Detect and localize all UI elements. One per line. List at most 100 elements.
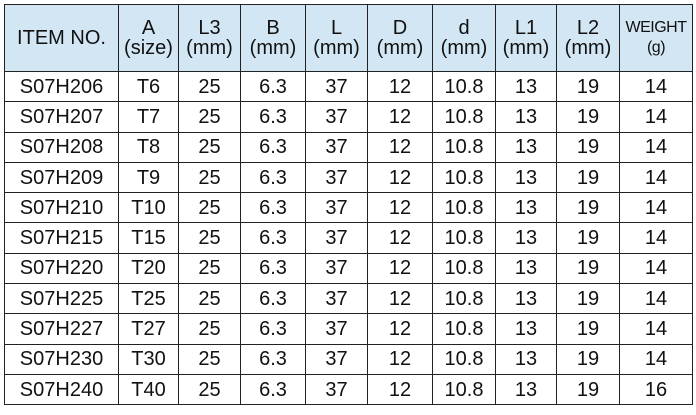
table-cell: 19 xyxy=(556,131,620,163)
table-cell: 25 xyxy=(178,70,241,103)
table-cell: T25 xyxy=(118,283,179,315)
table-cell: 6.3 xyxy=(240,70,306,103)
table-row: S07H225 T25 25 6.3 37 12 10.8 13 19 14 xyxy=(4,283,693,315)
table-cell: 25 xyxy=(178,192,241,224)
table-cell: 25 xyxy=(178,252,241,285)
table-cell: 13 xyxy=(495,70,557,103)
table-cell: 12 xyxy=(367,131,433,163)
header-text: (mm) xyxy=(502,37,550,59)
table-cell: 12 xyxy=(367,222,433,254)
table-cell: 10.8 xyxy=(432,252,496,285)
header-row: ITEM NO. A (size) L3 (mm) B (mm) L (mm) D (mm) d (mm… xyxy=(4,4,693,72)
header-text: ITEM NO. xyxy=(17,27,106,49)
header-text: L2 xyxy=(576,17,600,39)
table-cell: 13 xyxy=(495,101,557,133)
table-cell: 6.3 xyxy=(240,222,306,254)
table-cell: 10.8 xyxy=(432,192,496,224)
table-cell: 10.8 xyxy=(432,343,496,375)
table-cell: S07H206 xyxy=(4,70,119,103)
header-cell: D (mm) xyxy=(367,4,433,72)
table-cell: T8 xyxy=(118,131,179,163)
table-cell: 13 xyxy=(495,131,557,163)
table-cell: 13 xyxy=(495,313,557,345)
table-cell: 19 xyxy=(556,283,620,315)
table-cell: 37 xyxy=(305,373,368,406)
table-cell: 14 xyxy=(619,222,693,254)
header-text: B xyxy=(266,17,280,39)
table-cell: T7 xyxy=(118,101,179,133)
table-cell: T10 xyxy=(118,192,179,224)
header-text: D xyxy=(392,17,408,39)
table-cell: 25 xyxy=(178,101,241,133)
table-row: S07H215 T15 25 6.3 37 12 10.8 13 19 14 xyxy=(4,222,693,254)
header-text: A xyxy=(141,17,156,39)
table-cell: 19 xyxy=(556,101,620,133)
table-cell: 13 xyxy=(495,192,557,224)
table-cell: 37 xyxy=(305,252,368,285)
table-cell: 10.8 xyxy=(432,161,496,194)
table-row: S07H210 T10 25 6.3 37 12 10.8 13 19 14 xyxy=(4,192,693,224)
table-cell: 37 xyxy=(305,283,368,315)
header-cell: d (mm) xyxy=(432,4,496,72)
table-cell: 16 xyxy=(619,373,693,406)
table-cell: 19 xyxy=(556,313,620,345)
table-cell: 37 xyxy=(305,343,368,375)
header-cell: L3 (mm) xyxy=(178,4,241,72)
table-cell: 6.3 xyxy=(240,283,306,315)
table-cell: 14 xyxy=(619,252,693,285)
table-row: S07H230 T30 25 6.3 37 12 10.8 13 19 14 xyxy=(4,343,693,375)
table-cell: S07H207 xyxy=(4,101,119,133)
table-cell: 19 xyxy=(556,161,620,194)
table-cell: 19 xyxy=(556,343,620,375)
table-cell: 19 xyxy=(556,222,620,254)
table-cell: 25 xyxy=(178,283,241,315)
table-cell: 12 xyxy=(367,313,433,345)
table-cell: 6.3 xyxy=(240,101,306,133)
header-text: (mm) xyxy=(440,37,488,59)
table-cell: 14 xyxy=(619,192,693,224)
table-cell: 37 xyxy=(305,192,368,224)
table-cell: 10.8 xyxy=(432,283,496,315)
table-cell: S07H208 xyxy=(4,131,119,163)
table-cell: 12 xyxy=(367,343,433,375)
table-cell: 12 xyxy=(367,101,433,133)
table-cell: T15 xyxy=(118,222,179,254)
table-cell: 6.3 xyxy=(240,313,306,345)
table-cell: S07H210 xyxy=(4,192,119,224)
table-cell: T9 xyxy=(118,161,179,194)
header-text: (g) xyxy=(646,39,666,56)
header-cell: WEIGHT (g) xyxy=(619,4,693,72)
table-row: S07H206 T6 25 6.3 37 12 10.8 13 19 14 xyxy=(4,70,693,103)
table-row: S07H208 T8 25 6.3 37 12 10.8 13 19 14 xyxy=(4,131,693,163)
table-row: S07H220 T20 25 6.3 37 12 10.8 13 19 14 xyxy=(4,252,693,285)
table-cell: 25 xyxy=(178,131,241,163)
header-text: WEIGHT xyxy=(625,19,688,36)
table-cell: 37 xyxy=(305,161,368,194)
table-cell: 6.3 xyxy=(240,131,306,163)
table-cell: 14 xyxy=(619,161,693,194)
table-cell: 25 xyxy=(178,343,241,375)
table-cell: 12 xyxy=(367,192,433,224)
table-row: S07H209 T9 25 6.3 37 12 10.8 13 19 14 xyxy=(4,161,693,194)
table-cell: S07H225 xyxy=(4,283,119,315)
header-text: (mm) xyxy=(376,37,424,59)
table-cell: 12 xyxy=(367,373,433,406)
table-cell: 19 xyxy=(556,70,620,103)
table-cell: T40 xyxy=(118,373,179,406)
table-cell: 14 xyxy=(619,283,693,315)
table-cell: 12 xyxy=(367,252,433,285)
table-cell: 6.3 xyxy=(240,252,306,285)
table-cell: S07H230 xyxy=(4,343,119,375)
table-cell: 6.3 xyxy=(240,192,306,224)
header-cell: ITEM NO. xyxy=(4,4,119,72)
header-text: (mm) xyxy=(564,37,612,59)
table-cell: 25 xyxy=(178,313,241,345)
table-cell: 14 xyxy=(619,313,693,345)
table-cell: T20 xyxy=(118,252,179,285)
table-row: S07H227 T27 25 6.3 37 12 10.8 13 19 14 xyxy=(4,313,693,345)
header-text: L3 xyxy=(198,17,221,39)
header-text: d xyxy=(458,17,470,39)
table-cell: T27 xyxy=(118,313,179,345)
table-cell: S07H240 xyxy=(4,373,119,406)
